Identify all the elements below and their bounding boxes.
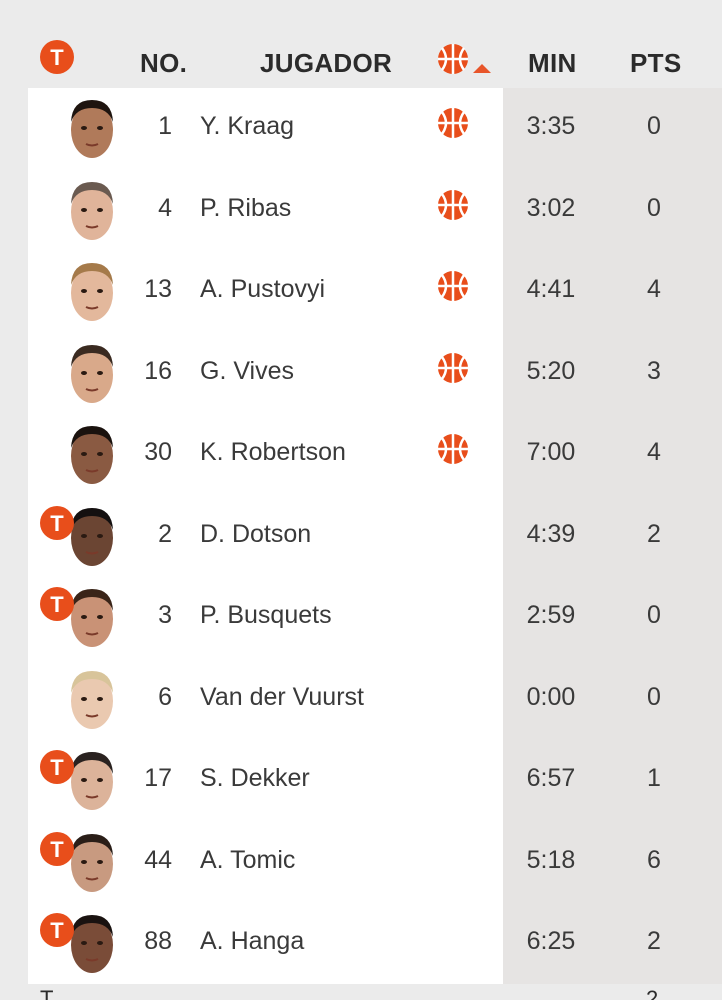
player-avatar xyxy=(64,502,120,572)
player-avatar xyxy=(64,665,120,735)
player-name[interactable]: Y. Kraag xyxy=(200,112,295,140)
player-avatar xyxy=(64,176,120,246)
starter-ball-icon xyxy=(436,432,470,471)
table-row[interactable]: 4 P. Ribas 3:02 0 xyxy=(28,170,722,252)
player-points: 2 xyxy=(647,519,661,548)
player-number: 17 xyxy=(144,764,172,792)
player-avatar xyxy=(64,583,120,653)
starter-ball-icon xyxy=(436,269,470,308)
player-minutes: 6:25 xyxy=(526,927,576,955)
table-row[interactable]: T 17 S. Dekker 6:57 1 xyxy=(28,740,722,822)
player-points: 0 xyxy=(647,682,661,711)
player-avatar xyxy=(64,257,120,327)
min-pts-column-background xyxy=(503,88,722,984)
player-minutes: 5:20 xyxy=(526,356,576,385)
header-starter-ball-icon[interactable] xyxy=(436,42,470,81)
player-table: 1 Y. Kraag 3:35 0 4 P. Ribas 3:02 0 13 A. Pustovy… xyxy=(28,88,722,984)
svg-text:T: T xyxy=(50,755,64,780)
svg-text:T: T xyxy=(50,837,64,862)
player-points: 0 xyxy=(647,112,661,140)
header-no[interactable]: NO. xyxy=(140,48,188,78)
player-name[interactable]: P. Ribas xyxy=(200,193,292,222)
table-row[interactable]: T 88 A. Hanga 6:25 2 xyxy=(28,903,722,985)
header-min[interactable]: MIN xyxy=(528,48,577,78)
player-minutes: 3:35 xyxy=(526,112,576,140)
player-name[interactable]: G. Vives xyxy=(200,356,295,385)
player-points: 1 xyxy=(647,764,661,792)
player-avatar xyxy=(64,94,120,164)
table-row[interactable]: 13 A. Pustovyi 4:41 4 xyxy=(28,251,722,333)
t-badge-icon: T xyxy=(40,831,74,871)
player-avatar xyxy=(64,828,120,898)
player-avatar xyxy=(64,420,120,490)
player-name[interactable]: A. Pustovyi xyxy=(200,275,326,303)
svg-text:T: T xyxy=(50,45,64,70)
player-name[interactable]: D. Dotson xyxy=(200,519,312,548)
player-name[interactable]: S. Dekker xyxy=(200,764,310,792)
player-points: 0 xyxy=(647,193,661,222)
player-name[interactable]: P. Busquets xyxy=(200,601,332,629)
player-number: 13 xyxy=(144,275,172,303)
player-minutes: 4:39 xyxy=(526,519,576,548)
player-minutes: 4:41 xyxy=(526,275,576,303)
svg-text:T: T xyxy=(50,511,64,536)
starter-ball-icon xyxy=(436,351,470,390)
starter-ball-icon xyxy=(436,188,470,227)
player-name[interactable]: A. Tomic xyxy=(200,845,296,874)
header-player[interactable]: JUGADOR xyxy=(260,48,393,78)
sort-arrow-icon[interactable] xyxy=(473,64,491,73)
table-row[interactable]: 1 Y. Kraag 3:35 0 xyxy=(28,88,722,170)
player-avatar xyxy=(64,339,120,409)
t-badge-icon: T xyxy=(40,750,74,789)
totals-value: 2 xyxy=(646,986,659,1000)
table-row[interactable]: T 2 D. Dotson 4:39 2 xyxy=(28,496,722,578)
table-row[interactable]: T 3 P. Busquets 2:59 0 xyxy=(28,577,722,659)
svg-text:T: T xyxy=(50,592,64,617)
player-minutes: 6:57 xyxy=(526,764,576,792)
player-minutes: 7:00 xyxy=(526,438,576,466)
player-number: 2 xyxy=(158,519,172,548)
starter-ball-icon xyxy=(436,106,470,145)
svg-text:T: T xyxy=(50,918,64,943)
player-points: 4 xyxy=(647,438,661,466)
player-points: 3 xyxy=(647,356,661,385)
player-points: 6 xyxy=(647,845,661,874)
table-row[interactable]: 16 G. Vives 5:20 3 xyxy=(28,333,722,415)
player-number: 88 xyxy=(144,927,172,955)
table-header: T NO. JUGADOR MIN PTS xyxy=(0,0,722,88)
player-minutes: 2:59 xyxy=(526,601,576,629)
player-minutes: 0:00 xyxy=(526,682,576,711)
player-number: 44 xyxy=(144,845,172,874)
header-t-badge-icon[interactable]: T xyxy=(40,40,74,79)
t-badge-icon: T xyxy=(40,913,74,952)
table-row[interactable]: T 44 A. Tomic 5:18 6 xyxy=(28,822,722,904)
player-minutes: 3:02 xyxy=(526,193,576,222)
t-badge-icon: T xyxy=(40,505,74,545)
table-row[interactable]: 6 Van der Vuurst 0:00 0 xyxy=(28,659,722,741)
player-points: 0 xyxy=(647,601,661,629)
player-name[interactable]: Van der Vuurst xyxy=(200,682,364,711)
player-number: 1 xyxy=(158,112,172,140)
player-number: 4 xyxy=(158,193,172,222)
player-points: 2 xyxy=(647,927,661,955)
player-minutes: 5:18 xyxy=(526,845,576,874)
table-row[interactable]: 30 K. Robertson 7:00 4 xyxy=(28,414,722,496)
player-points: 4 xyxy=(647,275,661,303)
totals-label: T... xyxy=(40,986,70,1000)
t-badge-icon: T xyxy=(40,587,74,626)
player-name[interactable]: A. Hanga xyxy=(200,927,305,955)
player-avatar xyxy=(64,746,120,816)
player-number: 30 xyxy=(144,438,172,466)
player-number: 16 xyxy=(144,356,172,385)
player-number: 3 xyxy=(158,601,172,629)
player-name[interactable]: K. Robertson xyxy=(200,438,346,466)
header-pts[interactable]: PTS xyxy=(630,48,682,78)
player-avatar xyxy=(64,909,120,979)
player-number: 6 xyxy=(158,682,172,711)
